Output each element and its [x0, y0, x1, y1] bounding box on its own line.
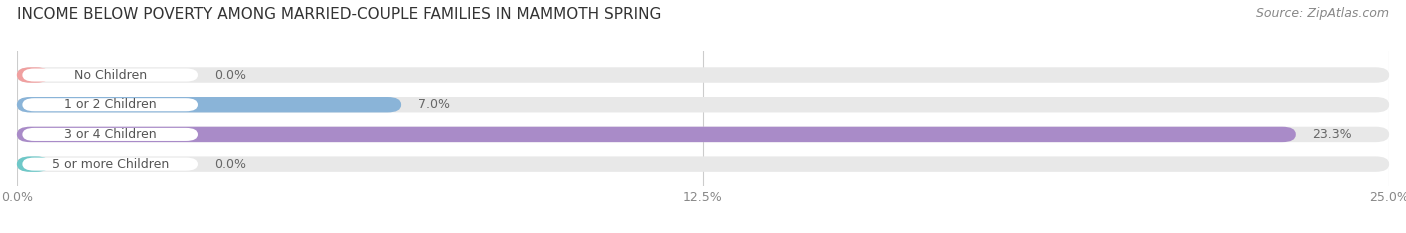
Text: 5 or more Children: 5 or more Children — [52, 158, 169, 171]
FancyBboxPatch shape — [17, 156, 1389, 172]
FancyBboxPatch shape — [17, 67, 49, 83]
FancyBboxPatch shape — [22, 98, 198, 111]
FancyBboxPatch shape — [17, 127, 1389, 142]
Text: 23.3%: 23.3% — [1312, 128, 1353, 141]
Text: 7.0%: 7.0% — [418, 98, 450, 111]
Text: 0.0%: 0.0% — [215, 69, 246, 82]
FancyBboxPatch shape — [17, 97, 1389, 113]
FancyBboxPatch shape — [22, 69, 198, 82]
Text: INCOME BELOW POVERTY AMONG MARRIED-COUPLE FAMILIES IN MAMMOTH SPRING: INCOME BELOW POVERTY AMONG MARRIED-COUPL… — [17, 7, 661, 22]
FancyBboxPatch shape — [22, 128, 198, 141]
FancyBboxPatch shape — [17, 97, 401, 113]
Text: Source: ZipAtlas.com: Source: ZipAtlas.com — [1256, 7, 1389, 20]
Text: 1 or 2 Children: 1 or 2 Children — [63, 98, 156, 111]
FancyBboxPatch shape — [17, 156, 49, 172]
Text: 3 or 4 Children: 3 or 4 Children — [63, 128, 156, 141]
Text: No Children: No Children — [73, 69, 146, 82]
FancyBboxPatch shape — [17, 127, 1296, 142]
FancyBboxPatch shape — [17, 67, 1389, 83]
FancyBboxPatch shape — [22, 158, 198, 171]
Text: 0.0%: 0.0% — [215, 158, 246, 171]
